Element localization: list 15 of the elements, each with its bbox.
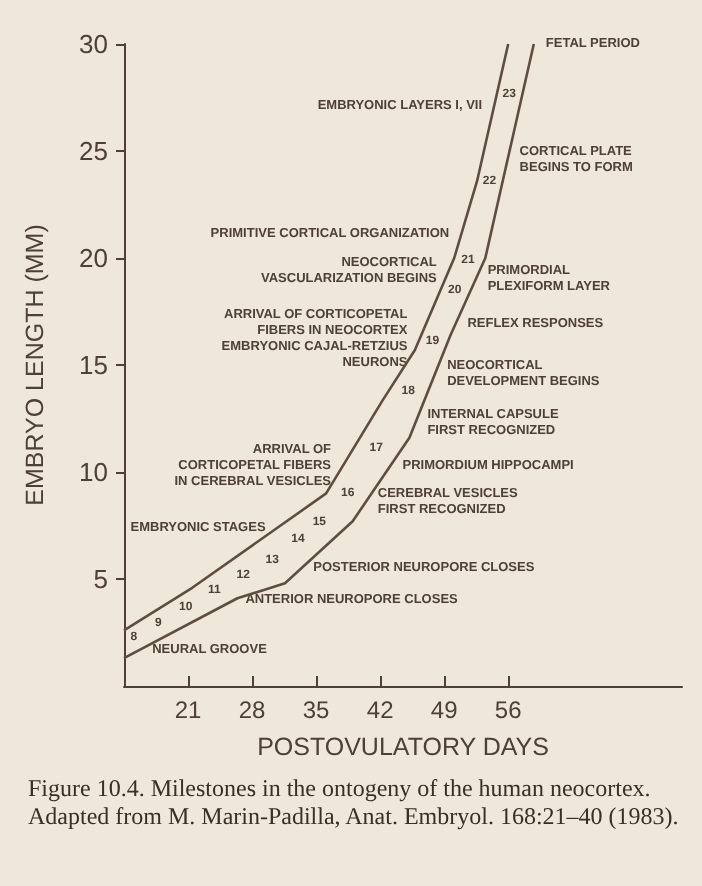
x-tick-label: 28	[238, 696, 267, 724]
y-tick-label: 5	[93, 564, 108, 594]
caption: Figure 10.4. Milestones in the ontogeny of the human neocortex. Adapted from M. Marin-Padilla, Anat. Embryol. 168:21–40 (1983).	[26, 772, 681, 830]
y-axis-title: EMBRYO LENGTH (MM)	[21, 224, 49, 506]
y-tick-label: 15	[79, 350, 108, 380]
y-tick-label: 25	[79, 136, 108, 166]
x-tick-label: 21	[174, 696, 203, 724]
y-tick-label: 30	[79, 29, 108, 59]
x-tick-label: 56	[494, 696, 523, 724]
x-tick-label: 49	[430, 696, 459, 724]
y-tick-label: 20	[79, 243, 108, 273]
y-tick-label: 10	[79, 457, 108, 487]
x-axis-title: POSTOVULATORY DAYS	[257, 733, 549, 761]
x-tick-label: 35	[302, 696, 331, 724]
x-tick-label: 42	[366, 696, 395, 724]
